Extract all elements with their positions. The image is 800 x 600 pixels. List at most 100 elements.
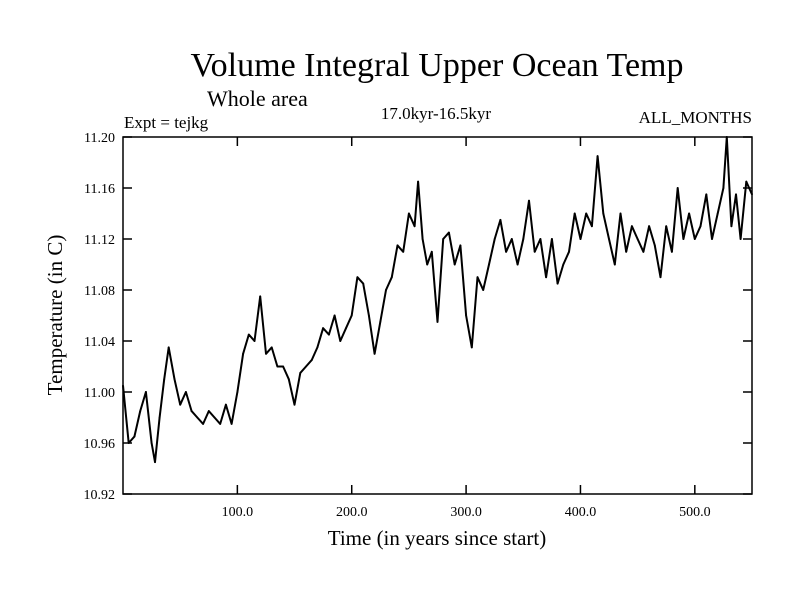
series-point: [602, 212, 605, 215]
series-point: [488, 263, 490, 266]
series-point: [190, 410, 193, 412]
plot-frame: [122, 136, 753, 495]
series-point: [659, 276, 662, 279]
series-point: [556, 282, 559, 285]
y-tick-label: 11.04: [84, 335, 115, 350]
y-axis-ticks: 10.92 10.96 11.00 11.04 11.08 11.12 11.16 11.20: [84, 131, 752, 503]
expt-label: Expt = tejkg: [124, 113, 209, 132]
series-point: [459, 244, 462, 247]
series-point: [179, 403, 182, 406]
series-point: [735, 193, 737, 196]
series-point: [676, 187, 679, 189]
series-point: [185, 391, 187, 393]
series-point: [356, 276, 359, 279]
series-point: [139, 410, 142, 412]
series-point: [619, 212, 622, 215]
series-point: [408, 212, 410, 215]
series-point: [402, 250, 405, 253]
series-point: [591, 225, 593, 228]
series-point: [417, 180, 419, 183]
y-tick-label: 11.16: [84, 182, 115, 197]
series-point: [516, 263, 519, 266]
series-point: [533, 250, 536, 253]
series-point: [476, 276, 479, 279]
months-label: ALL_MONTHS: [639, 108, 752, 127]
series-point: [345, 327, 347, 330]
series-point: [665, 225, 668, 228]
series-point: [436, 321, 439, 323]
series-point: [322, 327, 324, 330]
series-point: [510, 238, 513, 240]
temperature-series-points: [122, 136, 753, 463]
series-point: [259, 295, 262, 298]
series-point: [730, 225, 733, 228]
series-point: [528, 199, 530, 202]
series-point: [711, 238, 713, 240]
period-label: 17.0kyr-16.5kyr: [381, 104, 491, 123]
series-point: [551, 238, 553, 240]
series-point: [716, 212, 719, 215]
y-tick-label: 10.92: [84, 488, 116, 503]
series-point: [653, 244, 656, 247]
y-tick-label: 10.96: [84, 437, 116, 452]
series-point: [413, 225, 416, 228]
series-point: [276, 365, 279, 368]
series-point: [505, 250, 507, 253]
series-point: [482, 289, 485, 291]
series-point: [722, 187, 725, 189]
series-point: [596, 155, 599, 158]
series-point: [225, 403, 227, 406]
y-tick-label: 11.12: [84, 233, 115, 248]
series-point: [448, 231, 450, 234]
series-point: [133, 435, 136, 438]
series-point: [421, 238, 424, 240]
series-point: [207, 410, 210, 412]
series-point: [725, 136, 728, 138]
series-point: [562, 263, 565, 266]
x-tick-label: 200.0: [336, 505, 368, 520]
series-point: [390, 276, 393, 279]
series-point: [122, 384, 124, 387]
series-point: [739, 238, 742, 240]
series-point: [242, 352, 245, 355]
series-point: [145, 391, 147, 393]
chart-subtitle: Whole area: [207, 86, 308, 111]
series-point: [573, 212, 576, 215]
series-point: [196, 416, 199, 419]
series-point: [154, 461, 156, 463]
series-point: [310, 359, 313, 361]
x-axis-label: Time (in years since start): [328, 526, 547, 550]
series-point: [608, 238, 610, 240]
series-point: [430, 250, 433, 253]
series-point: [339, 340, 342, 342]
series-point: [613, 263, 616, 266]
series-point: [362, 282, 365, 285]
series-point: [693, 238, 696, 240]
series-point: [636, 238, 639, 240]
series-point: [219, 423, 222, 425]
series-point: [305, 365, 307, 368]
x-tick-label: 300.0: [450, 505, 482, 520]
series-point: [625, 250, 628, 253]
series-point: [465, 314, 467, 317]
temperature-series-line: [122, 136, 753, 464]
series-point: [316, 346, 319, 349]
series-point: [350, 314, 353, 317]
series-point: [333, 314, 336, 317]
x-axis-ticks: 100.0 200.0 300.0 400.0 500.0: [222, 137, 711, 520]
series-point: [539, 238, 542, 240]
y-tick-label: 11.20: [84, 131, 115, 146]
series-point: [328, 333, 330, 336]
series-point: [150, 442, 153, 444]
series-point: [426, 263, 429, 266]
series-point: [202, 423, 205, 425]
series-point: [385, 289, 387, 291]
series-point: [158, 416, 161, 419]
series-point: [682, 238, 685, 240]
series-point: [368, 314, 370, 317]
series-point: [745, 180, 748, 183]
series-point: [631, 225, 633, 228]
series-point: [236, 391, 239, 393]
